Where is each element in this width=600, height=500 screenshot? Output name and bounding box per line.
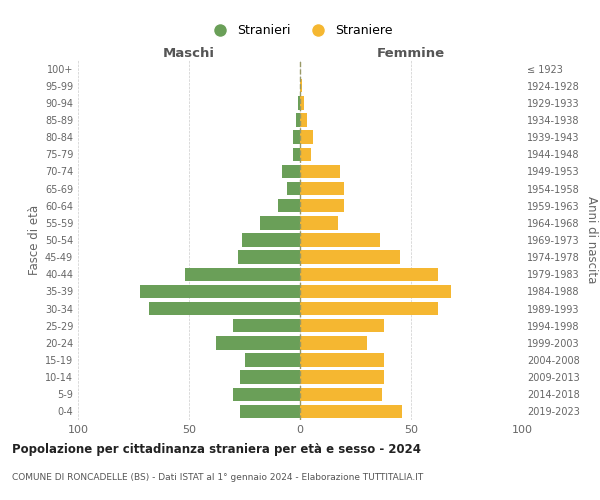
Bar (300, 302, 437, 316)
Bar (149, 302, 300, 316)
Bar (278, 199, 300, 212)
Bar (238, 250, 300, 264)
Bar (240, 404, 300, 418)
Bar (240, 370, 300, 384)
Bar (287, 182, 300, 196)
Bar (300, 268, 437, 281)
Bar (300, 130, 313, 144)
Bar (300, 164, 340, 178)
Bar (300, 250, 400, 264)
Bar (298, 96, 300, 110)
Text: Popolazione per cittadinanza straniera per età e sesso - 2024: Popolazione per cittadinanza straniera p… (12, 442, 421, 456)
Bar (293, 130, 300, 144)
Bar (233, 388, 300, 401)
Bar (300, 96, 304, 110)
Bar (300, 148, 311, 161)
Text: Femmine: Femmine (377, 47, 445, 60)
Bar (140, 284, 300, 298)
Bar (300, 319, 385, 332)
Bar (300, 182, 344, 196)
Bar (300, 79, 302, 92)
Bar (300, 336, 367, 349)
Bar (233, 319, 300, 332)
Bar (245, 354, 300, 366)
Bar (300, 370, 385, 384)
Bar (293, 148, 300, 161)
Bar (300, 234, 380, 246)
Bar (260, 216, 300, 230)
Bar (185, 268, 300, 281)
Bar (242, 234, 300, 246)
Text: Maschi: Maschi (163, 47, 215, 60)
Bar (300, 199, 344, 212)
Bar (300, 284, 451, 298)
Y-axis label: Anni di nascita: Anni di nascita (585, 196, 598, 284)
Y-axis label: Fasce di età: Fasce di età (28, 205, 41, 275)
Legend: Stranieri, Straniere: Stranieri, Straniere (202, 20, 398, 42)
Bar (296, 114, 300, 126)
Bar (300, 354, 385, 366)
Bar (300, 388, 382, 401)
Bar (215, 336, 300, 349)
Bar (282, 164, 300, 178)
Bar (300, 114, 307, 126)
Bar (300, 216, 338, 230)
Bar (300, 404, 402, 418)
Text: COMUNE DI RONCADELLE (BS) - Dati ISTAT al 1° gennaio 2024 - Elaborazione TUTTITA: COMUNE DI RONCADELLE (BS) - Dati ISTAT a… (12, 472, 423, 482)
